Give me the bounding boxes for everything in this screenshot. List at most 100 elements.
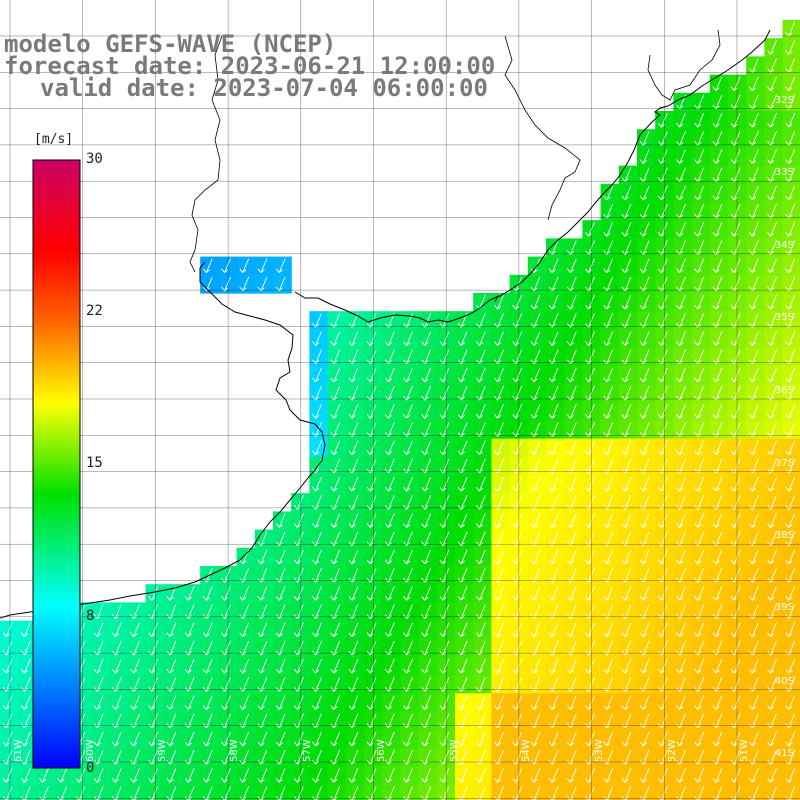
wind-arrow bbox=[148, 768, 159, 783]
wind-arrow bbox=[384, 695, 395, 710]
wind-arrow bbox=[184, 768, 195, 783]
wind-arrow bbox=[785, 112, 796, 128]
wind-arrow bbox=[494, 731, 504, 747]
wind-arrow bbox=[785, 21, 796, 37]
wind-arrow bbox=[257, 695, 268, 710]
wind-arrow bbox=[548, 440, 559, 456]
colorbar-tick: 30 bbox=[86, 151, 103, 167]
wind-arrow bbox=[603, 349, 614, 365]
wind-arrow bbox=[330, 422, 341, 437]
wind-arrow bbox=[293, 731, 304, 747]
wind-arrow bbox=[639, 695, 650, 710]
wind-arrow bbox=[457, 768, 468, 783]
wind-arrow bbox=[384, 404, 395, 419]
wind-arrow bbox=[712, 294, 723, 310]
wind-arrow bbox=[421, 658, 432, 674]
wind-arrow bbox=[530, 422, 541, 437]
wind-arrow bbox=[2, 731, 13, 747]
wind-arrow bbox=[676, 440, 686, 456]
wind-arrow bbox=[494, 549, 504, 565]
lat-label: 33S bbox=[774, 167, 794, 178]
wind-arrow bbox=[748, 185, 759, 201]
lon-label: 52W bbox=[667, 739, 678, 762]
wind-arrow bbox=[457, 331, 468, 346]
wind-arrow bbox=[475, 768, 486, 783]
wind-arrow bbox=[566, 768, 577, 783]
wind-arrow bbox=[767, 440, 777, 456]
wind-arrow bbox=[2, 768, 13, 783]
wind-arrow bbox=[785, 622, 796, 638]
wind-arrow bbox=[748, 149, 759, 164]
wind-arrow bbox=[184, 622, 195, 638]
wind-arrow bbox=[421, 549, 432, 565]
wind-arrow bbox=[767, 258, 777, 274]
wind-arrow bbox=[403, 367, 413, 383]
wind-arrow bbox=[439, 440, 450, 456]
wind-arrow bbox=[93, 695, 104, 710]
wind-arrow bbox=[639, 294, 650, 310]
wind-arrow bbox=[457, 440, 468, 456]
wind-arrow bbox=[421, 731, 432, 747]
wind-arrow bbox=[75, 768, 86, 783]
wind-arrow bbox=[166, 622, 177, 638]
wind-arrow bbox=[548, 549, 559, 565]
wind-arrow bbox=[676, 367, 686, 383]
lon-label: 60W bbox=[85, 739, 96, 762]
wind-arrow bbox=[475, 695, 486, 710]
wind-arrow bbox=[421, 586, 432, 601]
wind-arrow bbox=[621, 349, 632, 365]
wind-arrow bbox=[676, 385, 686, 401]
wind-arrow bbox=[20, 695, 31, 710]
lat-label: 36S bbox=[774, 385, 794, 396]
wind-arrow bbox=[457, 422, 468, 437]
wind-arrow bbox=[694, 476, 705, 492]
wind-arrow bbox=[603, 385, 614, 401]
colorbar-tick: 15 bbox=[86, 455, 103, 471]
wind-arrow bbox=[312, 731, 322, 747]
wind-arrow bbox=[767, 476, 777, 492]
wind-arrow bbox=[566, 549, 577, 565]
wind-arrow bbox=[330, 586, 341, 601]
wind-arrow bbox=[785, 658, 796, 674]
wind-arrow bbox=[93, 768, 104, 783]
wind-arrow bbox=[348, 476, 359, 492]
wind-arrow bbox=[712, 622, 723, 638]
lat-label: 41S bbox=[774, 748, 794, 759]
wind-arrow bbox=[676, 549, 686, 565]
wind-arrow bbox=[312, 440, 322, 456]
wind-arrow bbox=[530, 294, 541, 310]
wind-arrow bbox=[639, 586, 650, 601]
wind-arrow bbox=[548, 695, 559, 710]
wind-arrow bbox=[330, 731, 341, 747]
wind-arrow bbox=[785, 586, 796, 601]
wind-arrow bbox=[548, 768, 559, 783]
wind-arrow bbox=[676, 695, 686, 710]
wind-arrow bbox=[330, 549, 341, 565]
wind-arrow bbox=[712, 367, 723, 383]
wind-arrow bbox=[239, 586, 250, 601]
wind-arrow bbox=[148, 658, 159, 674]
wind-arrow bbox=[767, 149, 777, 164]
wind-arrow bbox=[530, 331, 541, 346]
wind-arrow bbox=[748, 58, 759, 73]
lon-label: 51W bbox=[739, 739, 750, 762]
wind-arrow bbox=[202, 586, 213, 601]
wind-arrow bbox=[330, 695, 341, 710]
wind-arrow bbox=[475, 404, 486, 419]
wind-arrow bbox=[457, 622, 468, 638]
wind-arrow bbox=[694, 367, 705, 383]
wind-arrow bbox=[330, 622, 341, 638]
wind-arrow bbox=[366, 768, 377, 783]
wind-arrow bbox=[712, 185, 723, 201]
wind-arrow bbox=[639, 404, 650, 419]
wind-arrow bbox=[312, 422, 322, 437]
wind-arrow bbox=[767, 404, 777, 419]
wind-arrow bbox=[785, 731, 796, 747]
wind-arrow bbox=[348, 658, 359, 674]
wind-arrow bbox=[330, 440, 341, 456]
wind-arrow bbox=[494, 294, 504, 310]
wind-arrow bbox=[366, 367, 377, 383]
wind-arrow bbox=[530, 658, 541, 674]
wind-arrow bbox=[475, 385, 486, 401]
wind-arrow bbox=[603, 185, 614, 201]
